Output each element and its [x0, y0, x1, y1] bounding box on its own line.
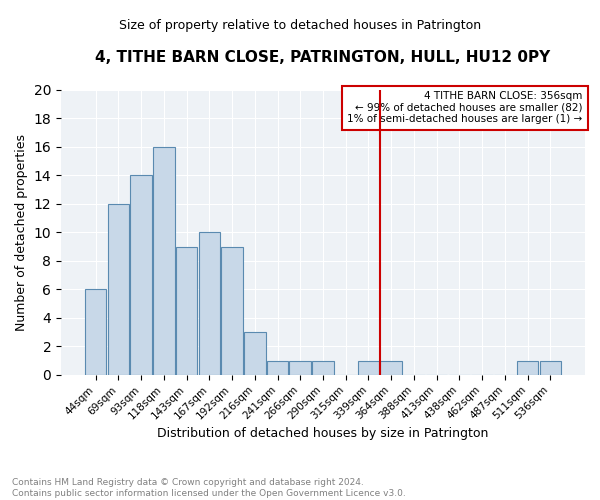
Y-axis label: Number of detached properties: Number of detached properties: [15, 134, 28, 331]
Text: Contains HM Land Registry data © Crown copyright and database right 2024.
Contai: Contains HM Land Registry data © Crown c…: [12, 478, 406, 498]
Bar: [358, 360, 379, 375]
Text: 4 TITHE BARN CLOSE: 356sqm
← 99% of detached houses are smaller (82)
1% of semi-: 4 TITHE BARN CLOSE: 356sqm ← 99% of deta…: [347, 91, 583, 124]
Text: Size of property relative to detached houses in Patrington: Size of property relative to detached ho…: [119, 20, 481, 32]
Bar: [221, 246, 243, 375]
Bar: [85, 290, 106, 375]
Title: 4, TITHE BARN CLOSE, PATRINGTON, HULL, HU12 0PY: 4, TITHE BARN CLOSE, PATRINGTON, HULL, H…: [95, 50, 551, 65]
Bar: [244, 332, 266, 375]
Bar: [176, 246, 197, 375]
X-axis label: Distribution of detached houses by size in Patrington: Distribution of detached houses by size …: [157, 427, 489, 440]
Bar: [539, 360, 561, 375]
Bar: [130, 176, 152, 375]
Bar: [312, 360, 334, 375]
Bar: [153, 147, 175, 375]
Bar: [380, 360, 402, 375]
Bar: [199, 232, 220, 375]
Bar: [107, 204, 129, 375]
Bar: [289, 360, 311, 375]
Bar: [267, 360, 289, 375]
Bar: [517, 360, 538, 375]
